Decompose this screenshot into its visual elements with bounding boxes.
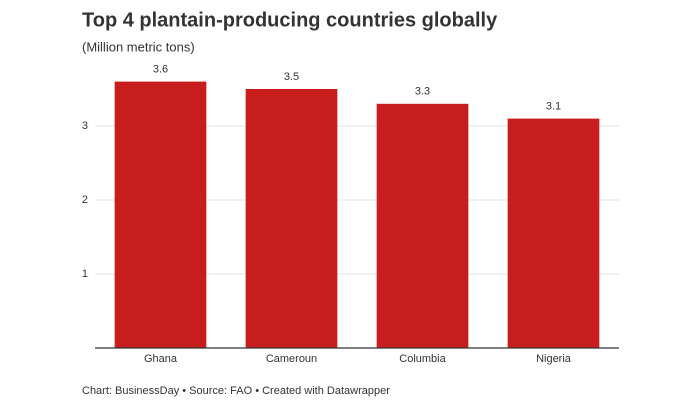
- value-label: 3.1: [546, 101, 561, 113]
- bar: [507, 118, 600, 348]
- value-label: 3.3: [415, 86, 430, 98]
- bar: [376, 103, 469, 348]
- value-label: 3.6: [153, 64, 168, 76]
- y-tick-label: 2: [82, 194, 88, 206]
- x-tick-label: Nigeria: [536, 353, 572, 365]
- x-tick-label: Columbia: [399, 353, 446, 365]
- chart-subtitle: (Million metric tons): [82, 39, 195, 54]
- x-tick-label: Cameroun: [266, 353, 317, 365]
- y-tick-label: 3: [82, 120, 88, 132]
- bar: [114, 81, 207, 348]
- chart-footer: Chart: BusinessDay • Source: FAO • Creat…: [82, 385, 390, 397]
- y-tick-label: 1: [82, 268, 88, 280]
- value-label: 3.5: [284, 71, 299, 83]
- chart-title: Top 4 plantain-producing countries globa…: [82, 9, 498, 31]
- x-tick-label: Ghana: [144, 353, 178, 365]
- bar: [245, 89, 338, 348]
